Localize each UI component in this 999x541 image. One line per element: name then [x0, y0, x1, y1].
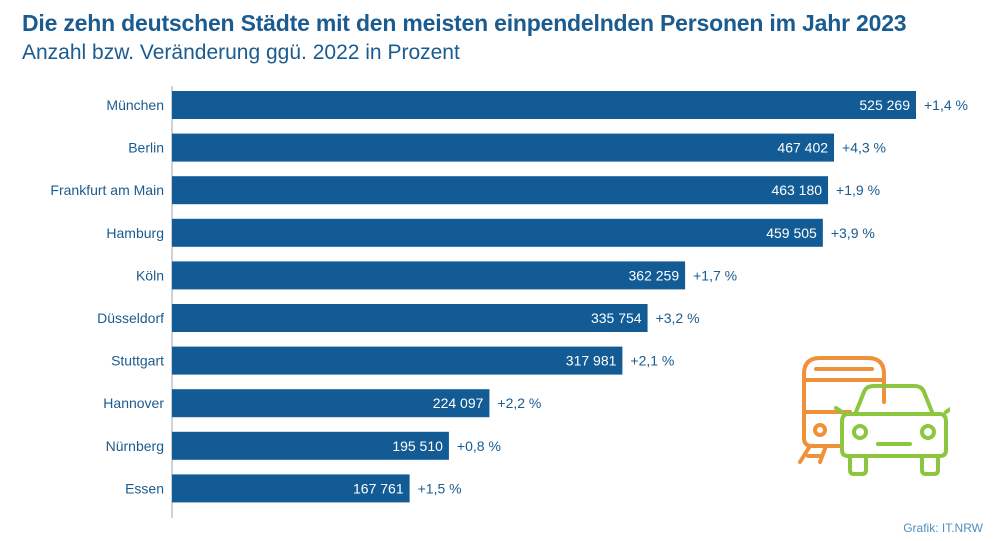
- change-label: +2,2 %: [497, 395, 541, 411]
- value-label: 317 981: [566, 353, 617, 369]
- category-label: Berlin: [128, 140, 164, 156]
- bar: [172, 346, 623, 375]
- value-label: 525 269: [859, 97, 910, 113]
- change-label: +1,5 %: [418, 480, 462, 496]
- commute-illustration: [798, 356, 950, 476]
- bar: [172, 218, 823, 247]
- category-label: München: [106, 97, 164, 113]
- category-label: Hamburg: [106, 225, 164, 241]
- bar: [172, 176, 829, 205]
- bar: [172, 389, 490, 418]
- chart-subtitle: Anzahl bzw. Veränderung ggü. 2022 in Pro…: [22, 41, 460, 64]
- change-label: +4,3 %: [842, 140, 886, 156]
- category-label: Stuttgart: [111, 353, 164, 369]
- bar: [172, 474, 410, 503]
- bar: [172, 431, 449, 460]
- bar: [172, 91, 916, 119]
- category-label: Köln: [136, 267, 164, 283]
- value-label: 195 510: [392, 438, 443, 454]
- change-label: +1,7 %: [693, 267, 737, 283]
- source-credit: Grafik: IT.NRW: [903, 521, 983, 535]
- change-label: +3,9 %: [831, 225, 875, 241]
- value-label: 167 761: [353, 480, 404, 496]
- category-label: Hannover: [103, 395, 164, 411]
- change-label: +1,4 %: [924, 97, 968, 113]
- bar: [172, 261, 686, 290]
- bars-layer: München 525 269 +1,4 % Berlin 467 402 +4,3 % F…: [50, 86, 968, 518]
- category-label: Düsseldorf: [97, 310, 164, 326]
- category-label: Essen: [125, 480, 164, 496]
- value-label: 335 754: [591, 310, 642, 326]
- car-icon: [834, 384, 950, 476]
- value-label: 467 402: [777, 140, 828, 156]
- bar: [172, 304, 648, 332]
- bar: [172, 133, 835, 162]
- chart-title: Die zehn deutschen Städte mit den meiste…: [22, 10, 907, 36]
- category-label: Nürnberg: [106, 438, 164, 454]
- value-label: 224 097: [433, 395, 484, 411]
- change-label: +0,8 %: [457, 438, 501, 454]
- value-label: 459 505: [766, 225, 817, 241]
- change-label: +2,1 %: [630, 353, 674, 369]
- category-label: Frankfurt am Main: [50, 182, 164, 198]
- value-label: 463 180: [771, 182, 822, 198]
- change-label: +3,2 %: [656, 310, 700, 326]
- change-label: +1,9 %: [836, 182, 880, 198]
- value-label: 362 259: [629, 267, 680, 283]
